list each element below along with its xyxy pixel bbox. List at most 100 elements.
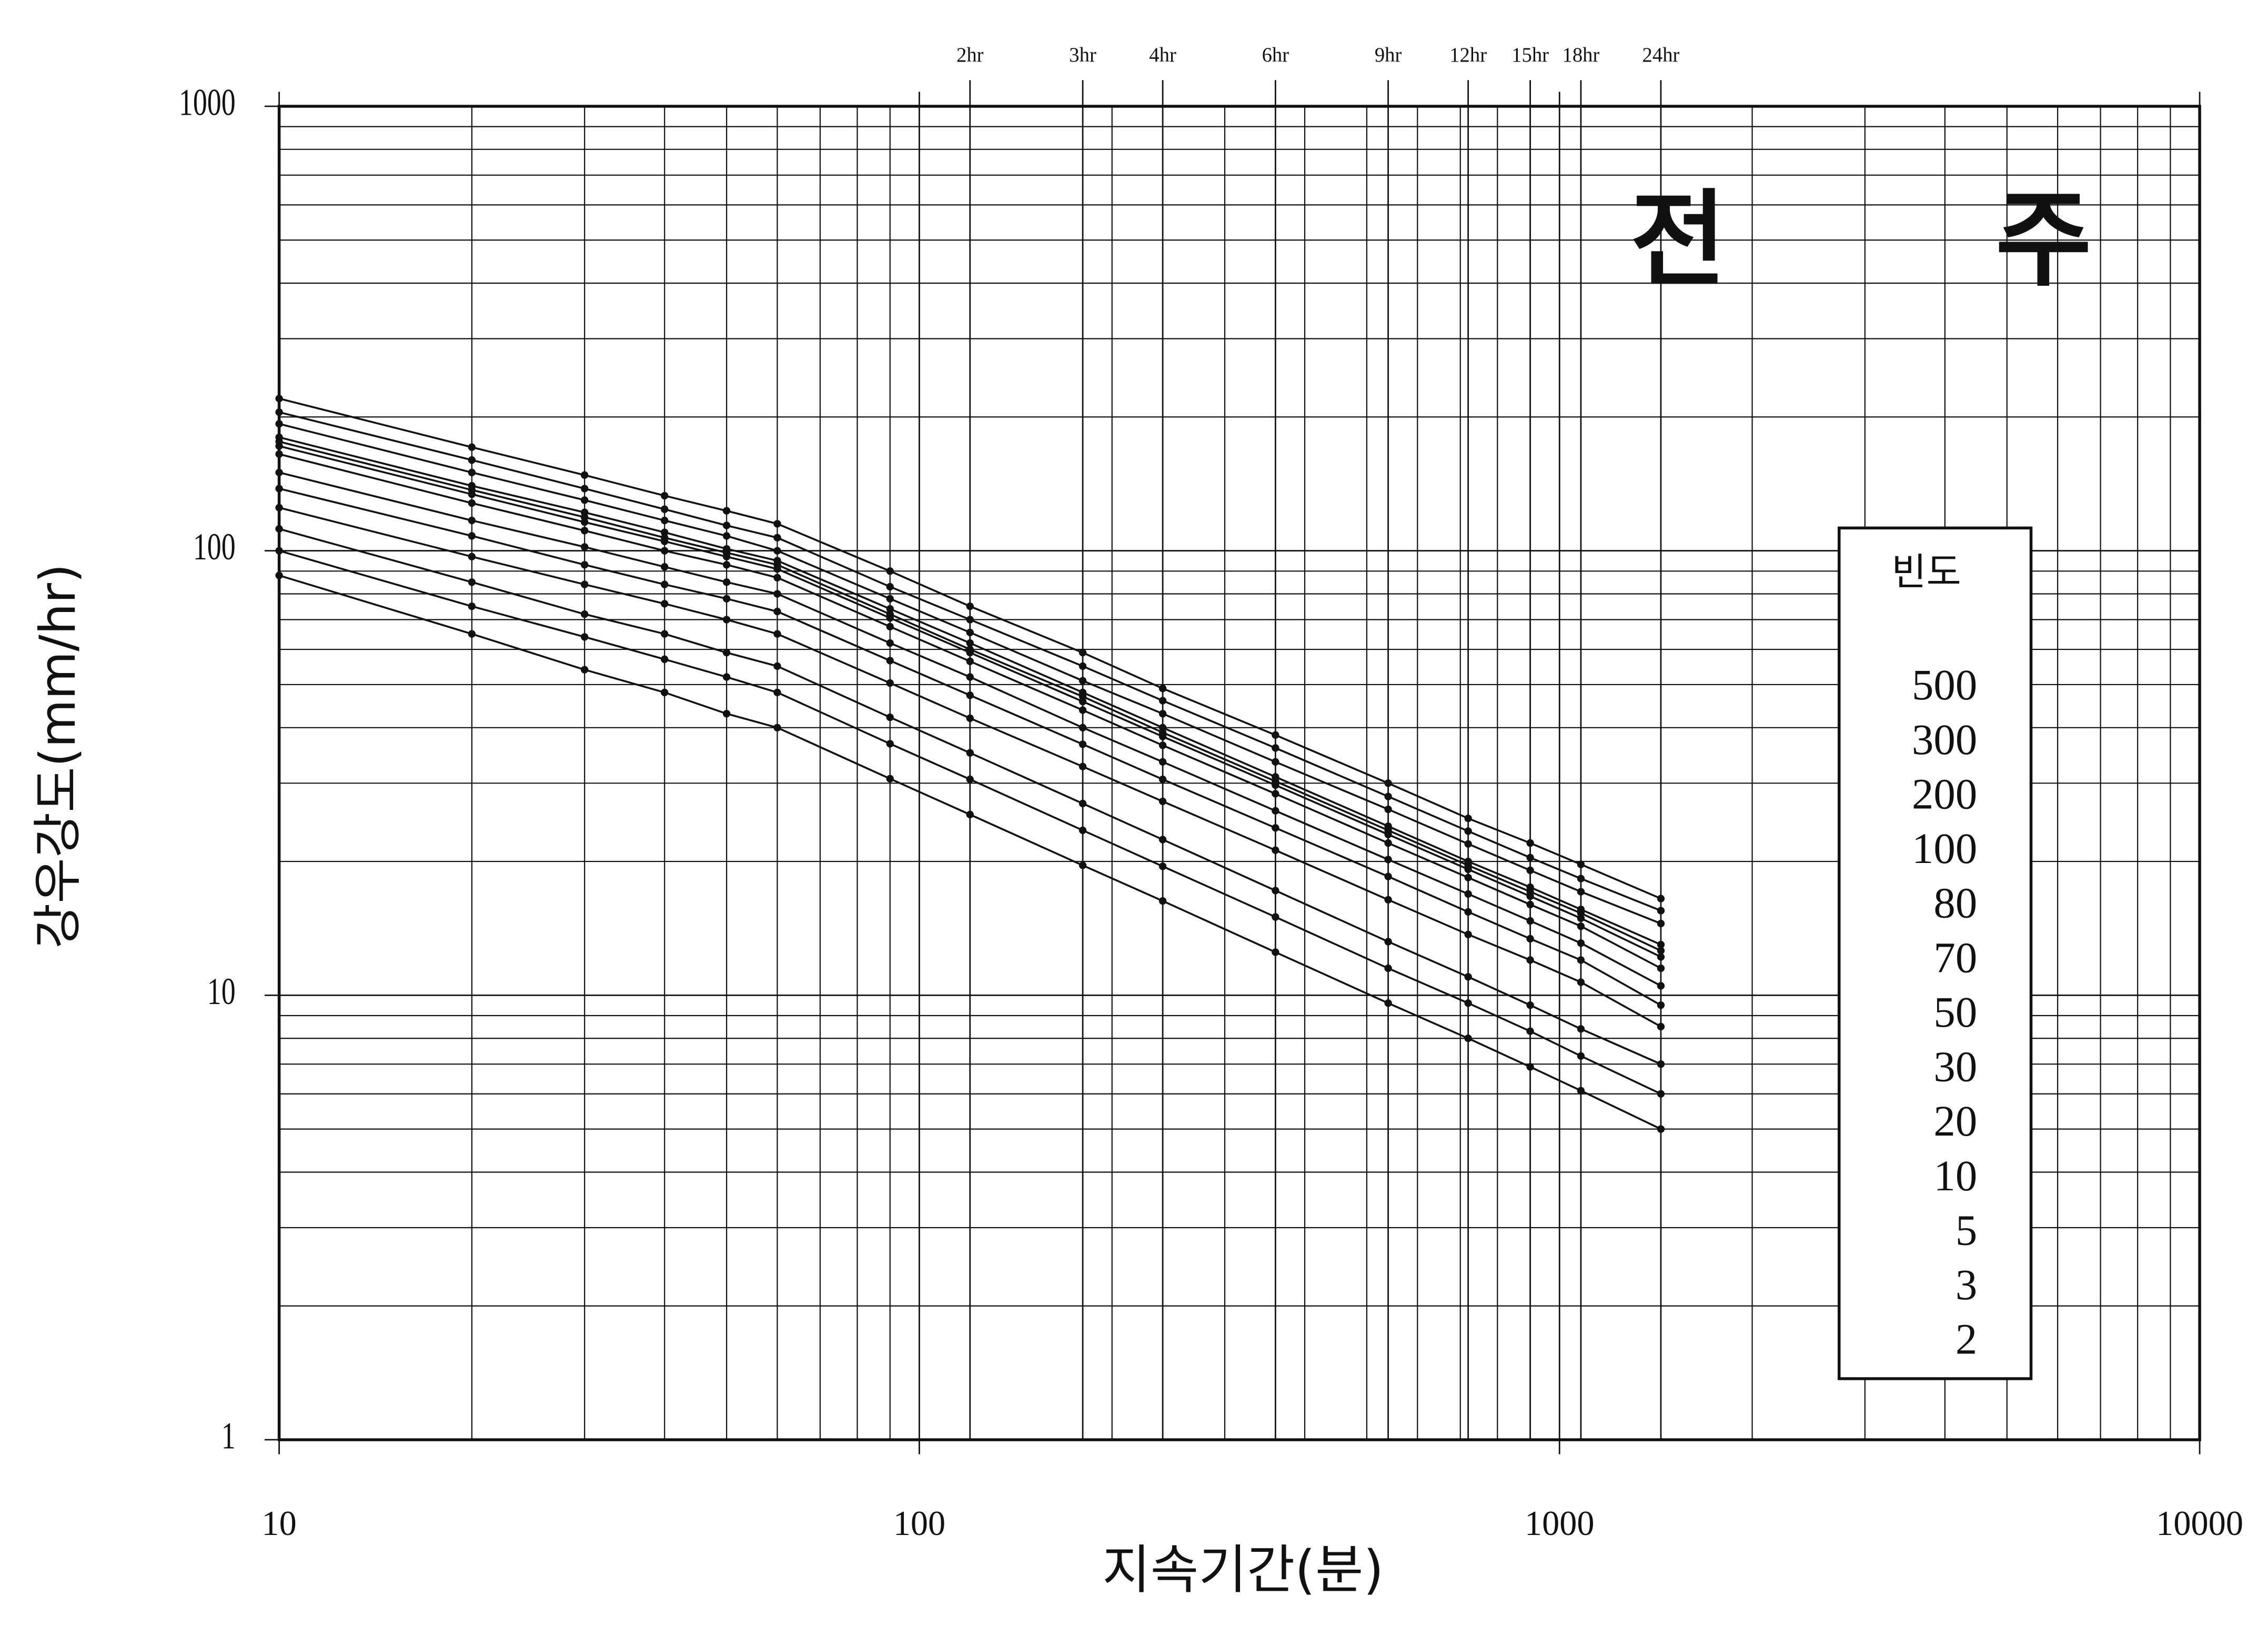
data-point [580, 496, 589, 504]
data-point [1384, 792, 1392, 800]
data-point [966, 639, 974, 647]
data-point [1577, 914, 1585, 922]
series-line [279, 507, 1661, 1028]
data-point [1158, 797, 1167, 806]
data-point [1526, 854, 1534, 861]
data-point [1158, 685, 1167, 692]
data-point [773, 565, 781, 573]
data-point [1272, 846, 1279, 854]
data-point [773, 520, 781, 528]
data-point [1577, 1025, 1585, 1033]
data-point [1526, 900, 1534, 909]
data-point [1464, 930, 1472, 939]
data-point [722, 507, 731, 515]
data-point [580, 527, 589, 535]
data-point [1657, 1022, 1665, 1031]
data-point [1577, 956, 1585, 964]
data-point [1657, 940, 1665, 949]
data-point [966, 628, 974, 637]
data-point [275, 420, 283, 428]
data-point [1384, 839, 1392, 847]
data-point [966, 775, 974, 784]
data-point [1384, 872, 1392, 880]
data-point [468, 490, 476, 498]
data-point [722, 532, 731, 540]
data-point [275, 395, 283, 403]
data-point [580, 633, 589, 641]
data-point [1078, 662, 1087, 670]
data-point [661, 580, 669, 588]
data-point [886, 775, 894, 783]
series-line [279, 487, 1661, 1006]
data-point [275, 525, 283, 533]
data-point [1464, 815, 1472, 822]
series-line [279, 471, 1661, 987]
data-point [966, 673, 974, 681]
data-point [661, 600, 669, 608]
data-point [886, 595, 894, 603]
data-point [1078, 762, 1087, 770]
data-point [661, 528, 669, 536]
x-tick-label: 100 [893, 1504, 945, 1543]
data-point [1078, 677, 1087, 685]
data-point [1657, 1060, 1665, 1068]
data-point [1526, 892, 1534, 900]
series-line [279, 423, 1661, 925]
data-point [1272, 948, 1279, 956]
data-point [1272, 758, 1279, 766]
data-point [1657, 947, 1665, 955]
data-point [966, 749, 974, 757]
data-point [1464, 827, 1472, 835]
legend-label: 500 [1912, 660, 1977, 709]
y-tick-label: 10 [207, 970, 236, 1012]
data-point [580, 543, 589, 551]
legend-label: 80 [1933, 879, 1977, 927]
data-point [1657, 964, 1665, 972]
data-point [1078, 826, 1087, 835]
data-point [580, 666, 589, 674]
data-point [1657, 895, 1665, 902]
data-point [886, 679, 894, 687]
data-point [1384, 830, 1392, 838]
legend-label: 200 [1912, 769, 1977, 818]
data-point [886, 605, 894, 613]
series-line [279, 445, 1661, 958]
data-point [1464, 1035, 1472, 1042]
series-line [279, 528, 1661, 1065]
data-point [773, 590, 781, 598]
data-point [1657, 1090, 1665, 1098]
data-point [773, 607, 781, 616]
y-tick-label: 1000 [179, 81, 236, 123]
data-point [966, 649, 974, 657]
x2-tick-label: 4hr [1149, 44, 1176, 66]
data-point [886, 583, 894, 591]
data-point [661, 655, 669, 664]
data-point [1464, 874, 1472, 881]
x2-tick-label: 3hr [1069, 44, 1096, 66]
legend-box [1838, 526, 2033, 1380]
y-tick-label: 1 [221, 1414, 236, 1457]
data-point [275, 468, 283, 477]
data-point [468, 603, 476, 610]
data-point [468, 578, 476, 586]
data-point [966, 691, 974, 699]
legend-label: 2 [1955, 1315, 1977, 1363]
data-point [773, 688, 781, 697]
data-point [580, 485, 589, 493]
data-point [886, 623, 894, 631]
data-point [1384, 805, 1392, 814]
data-point [275, 504, 283, 511]
data-point [1526, 917, 1534, 925]
data-point [1526, 935, 1534, 943]
x-axis-label: 지속기간(분) [1102, 1540, 1384, 1601]
data-point [661, 505, 669, 513]
data-point [773, 574, 781, 581]
data-point [1464, 865, 1472, 874]
data-point [1158, 697, 1167, 705]
data-point [1577, 939, 1585, 947]
x2-tick-label: 2hr [956, 44, 984, 66]
series-line [279, 549, 1661, 1095]
data-point [722, 578, 731, 586]
data-point [661, 547, 669, 555]
data-point [1526, 866, 1534, 875]
